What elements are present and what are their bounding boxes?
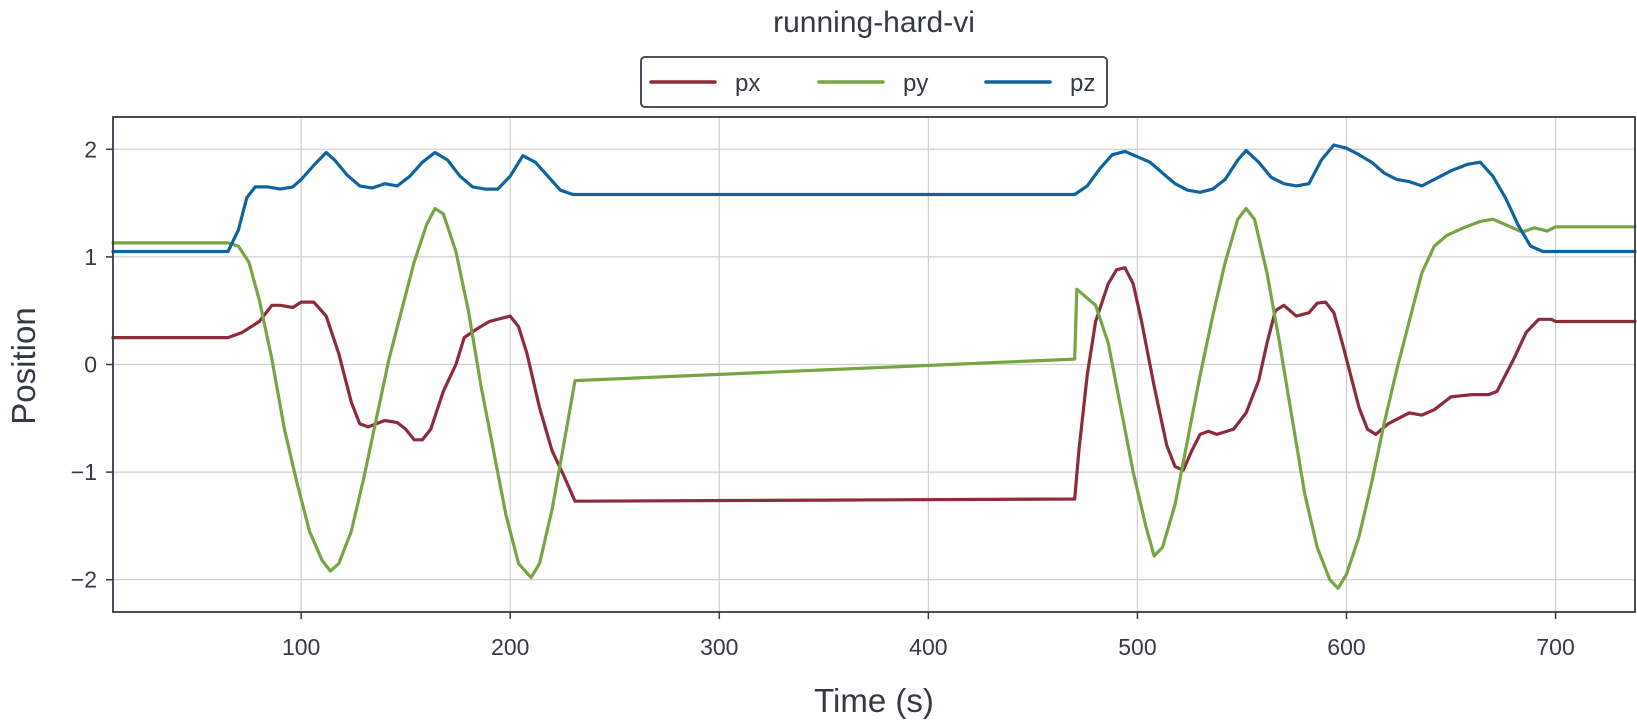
legend-label-pz: pz	[1070, 70, 1095, 97]
x-tick-label: 700	[1536, 634, 1574, 660]
y-tick-label: −1	[71, 459, 97, 485]
series-line-px	[111, 266, 1637, 503]
x-tick-label: 300	[700, 634, 738, 660]
legend-label-py: py	[903, 70, 928, 97]
series-line-pz	[111, 143, 1637, 254]
x-tick-label: 400	[909, 634, 947, 660]
x-tick-label: 100	[282, 634, 320, 660]
series-layer	[111, 143, 1637, 590]
series-line-py	[111, 206, 1637, 590]
x-tick-label: 500	[1118, 634, 1156, 660]
y-tick-label: 2	[84, 136, 97, 162]
y-tick-label: 1	[84, 244, 97, 270]
legend: px py pz	[640, 56, 1108, 108]
x-tick-label: 200	[491, 634, 529, 660]
x-tick-label: 600	[1327, 634, 1365, 660]
y-tick-label: 0	[84, 352, 97, 378]
legend-label-px: px	[735, 70, 760, 97]
y-axis-label: Position	[5, 307, 42, 424]
ticks: 100 200 300 400 500 600 700 −2 −1 0 1 2	[71, 136, 1575, 660]
x-axis-label: Time (s)	[814, 682, 934, 719]
chart-title: running-hard-vi	[773, 6, 975, 39]
y-tick-label: −2	[71, 567, 97, 593]
